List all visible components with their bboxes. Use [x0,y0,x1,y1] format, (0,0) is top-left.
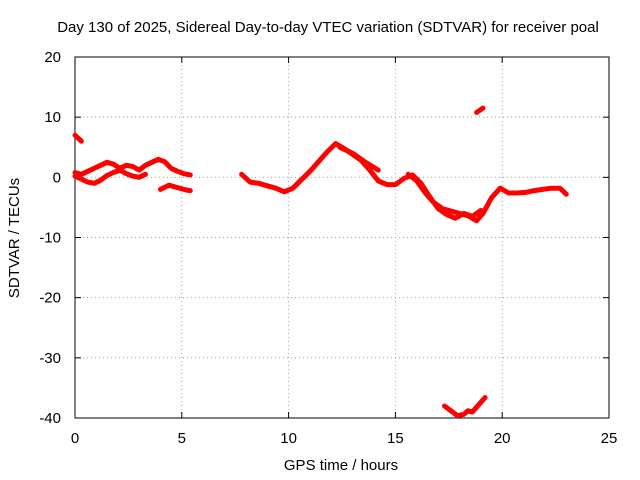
series-segment-9 [474,105,486,115]
x-tick-label: 20 [494,430,511,447]
x-tick-label: 0 [71,430,79,447]
y-tick-label: 10 [44,109,61,126]
series-segment-7 [405,171,486,224]
grid [75,57,609,418]
y-tick-label: 0 [53,169,61,186]
series-segment-2 [72,156,193,178]
series-segment-6 [337,144,381,173]
y-tick-label: -20 [39,290,61,307]
axis-ticks: 0 5 10 15 20 25 -40 -30 -20 -10 0 10 20 [39,49,617,447]
series-segment-10 [442,395,488,419]
y-axis-label: SDTVAR / TECUs [6,178,23,298]
y-tick-label: -10 [39,230,61,247]
x-tick-label: 25 [601,430,618,447]
series-segment-8 [480,185,569,216]
y-tick-label: -40 [39,410,61,427]
series-segment-4 [157,182,193,194]
series-segment-3 [72,167,148,186]
x-axis-label: GPS time / hours [284,457,398,474]
x-tick-label: 15 [387,430,404,447]
x-tick-label: 5 [178,430,186,447]
chart-title: Day 130 of 2025, Sidereal Day-to-day VTE… [57,19,599,36]
x-tick-label: 10 [280,430,297,447]
y-tick-label: 20 [44,49,61,66]
series-segment-1 [72,132,84,144]
y-tick-label: -30 [39,350,61,367]
data-series [72,105,569,419]
